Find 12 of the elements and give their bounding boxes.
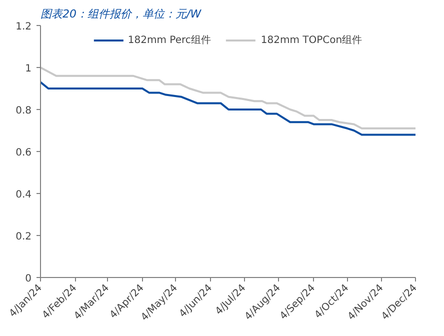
- line-series: [40, 81, 416, 136]
- y-tick-label: 0: [25, 274, 32, 284]
- y-tick-label: 0.6: [16, 148, 32, 158]
- line-series: [40, 66, 416, 130]
- y-tick-label: 1: [25, 64, 32, 74]
- y-tick-label: 0.2: [16, 232, 32, 242]
- y-tick-label: 0.4: [16, 190, 32, 200]
- y-tick-label: 0.8: [16, 106, 32, 116]
- chart-title: 图表20：组件报价，单位：元/W: [40, 8, 202, 20]
- legend-label: 182mm Perc组件: [128, 34, 211, 47]
- legend-label: 182mm TOPCon组件: [260, 34, 362, 47]
- y-tick-label: 1.2: [16, 22, 32, 32]
